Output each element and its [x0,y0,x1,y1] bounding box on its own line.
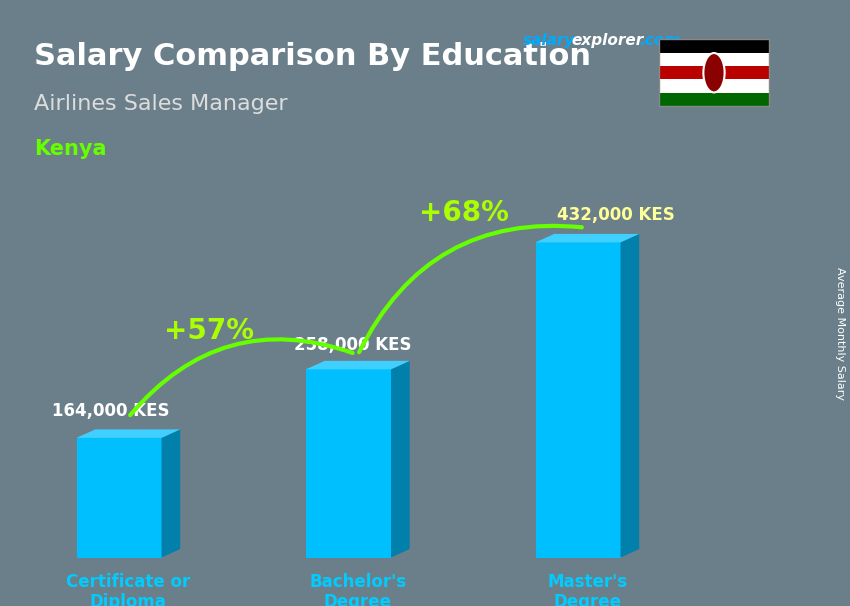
Polygon shape [536,234,639,242]
Polygon shape [306,369,391,558]
Bar [659,79,769,93]
Bar [659,39,769,53]
Bar [659,66,769,79]
FancyArrowPatch shape [359,226,581,352]
Polygon shape [306,361,410,369]
Polygon shape [162,430,180,558]
Text: Airlines Sales Manager: Airlines Sales Manager [34,94,287,114]
Text: explorer: explorer [571,33,643,48]
Text: 432,000 KES: 432,000 KES [558,206,675,224]
Polygon shape [536,242,620,558]
Bar [659,39,769,106]
Text: Kenya: Kenya [34,139,106,159]
Text: salary: salary [523,33,575,48]
Bar [659,93,769,106]
Polygon shape [76,438,162,558]
Ellipse shape [704,53,724,93]
Bar [659,53,769,66]
Text: 258,000 KES: 258,000 KES [294,336,411,354]
Text: .com: .com [639,33,680,48]
Polygon shape [391,361,410,558]
Text: Salary Comparison By Education: Salary Comparison By Education [34,42,591,72]
Text: +57%: +57% [164,318,254,345]
Polygon shape [620,234,639,558]
FancyArrowPatch shape [130,339,353,415]
Text: Certificate or
Diploma: Certificate or Diploma [66,573,190,606]
Text: Bachelor's
Degree: Bachelor's Degree [309,573,406,606]
Polygon shape [76,430,180,438]
Text: Average Monthly Salary: Average Monthly Salary [835,267,845,400]
Text: 164,000 KES: 164,000 KES [52,402,169,420]
Text: +68%: +68% [419,199,509,227]
Text: Master's
Degree: Master's Degree [547,573,627,606]
